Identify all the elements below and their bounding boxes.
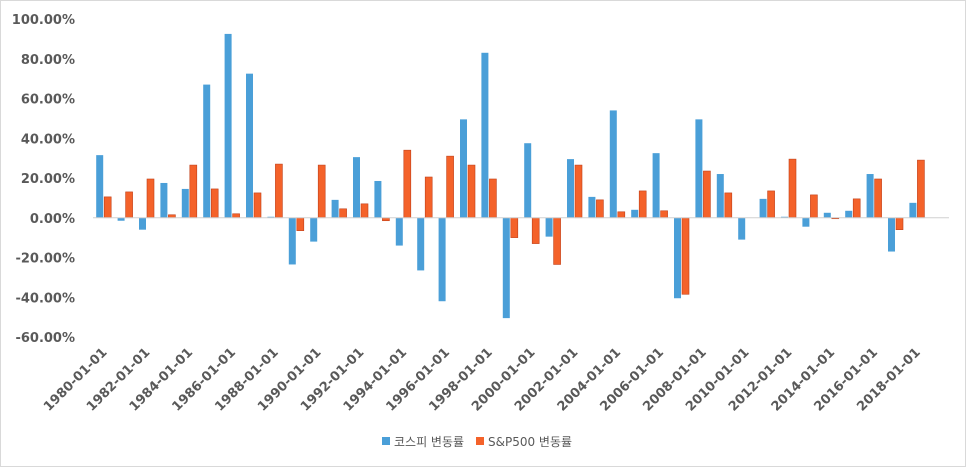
legend-label-sp500: S&P500 변동률 xyxy=(488,435,572,449)
sp500-bar-1995-01-01 xyxy=(424,176,433,219)
kospi-bar-1996-01-01 xyxy=(438,217,446,302)
bar-series-group xyxy=(96,33,925,319)
sp500-bar-1996-01-01 xyxy=(446,155,454,219)
kospi-bar-1987-01-01 xyxy=(246,73,253,218)
sp500-bar-2016-01-01 xyxy=(874,178,882,219)
kospi-bar-1982-01-01 xyxy=(139,217,146,230)
y-tick-label: -60.00% xyxy=(15,331,75,346)
sp500-bar-2004-01-01 xyxy=(617,211,626,219)
kospi-bar-2016-01-01 xyxy=(866,174,874,218)
kospi-bar-1999-01-01 xyxy=(502,217,510,319)
kospi-bar-1993-01-01 xyxy=(374,180,382,218)
sp500-bar-2018-01-01 xyxy=(917,159,925,219)
sp500-bar-1991-01-01 xyxy=(339,208,347,219)
y-tick-label: 80.00% xyxy=(21,53,75,68)
sp500-bar-2000-01-01 xyxy=(531,217,540,244)
sp500-bar-2012-01-01 xyxy=(788,158,797,219)
sp500-bar-1986-01-01 xyxy=(232,213,240,219)
sp500-bar-2002-01-01 xyxy=(574,164,583,219)
sp500-bar-1994-01-01 xyxy=(403,149,412,219)
y-tick-label: 40.00% xyxy=(21,132,75,147)
sp500-bar-2008-01-01 xyxy=(703,170,711,219)
sp500-bar-1999-01-01 xyxy=(510,217,519,238)
sp500-bar-2009-01-01 xyxy=(724,192,733,219)
kospi-bar-1997-01-01 xyxy=(460,119,467,218)
legend-swatch-sp500 xyxy=(476,437,484,445)
kospi-bar-1994-01-01 xyxy=(395,217,403,246)
kospi-bar-1990-01-01 xyxy=(310,217,318,242)
kospi-bar-2003-01-01 xyxy=(588,196,596,218)
kospi-bar-2007-01-01 xyxy=(674,217,681,299)
kospi-bar-2017-01-01 xyxy=(888,217,895,252)
kospi-bar-2001-01-01 xyxy=(545,217,553,237)
sp500-bar-2001-01-01 xyxy=(553,217,561,265)
kospi-bar-2014-01-01 xyxy=(823,212,831,218)
kospi-bar-2010-01-01 xyxy=(738,217,746,240)
kospi-bar-1985-01-01 xyxy=(203,84,211,218)
sp500-bar-2003-01-01 xyxy=(596,199,604,219)
kospi-bar-1980-01-01 xyxy=(96,155,104,218)
x-axis-ticks: 1980-01-011982-01-011984-01-011986-01-01… xyxy=(41,345,924,414)
sp500-bar-1980-01-01 xyxy=(103,196,112,219)
sp500-bar-2017-01-01 xyxy=(895,217,904,230)
sp500-bar-2011-01-01 xyxy=(767,190,775,219)
kospi-bar-2002-01-01 xyxy=(567,159,574,218)
sp500-bar-2005-01-01 xyxy=(638,190,647,219)
sp500-bar-1998-01-01 xyxy=(489,178,497,219)
sp500-bar-1984-01-01 xyxy=(189,164,198,219)
y-tick-label: -20.00% xyxy=(15,252,75,267)
sp500-bar-1997-01-01 xyxy=(467,164,476,219)
kospi-bar-2015-01-01 xyxy=(845,210,853,218)
sp500-bar-2013-01-01 xyxy=(810,194,818,219)
kospi-bar-1991-01-01 xyxy=(331,199,339,218)
kospi-bar-1989-01-01 xyxy=(288,217,296,265)
kospi-bar-1998-01-01 xyxy=(481,52,489,218)
kospi-bar-2008-01-01 xyxy=(695,119,703,218)
kospi-bar-2018-01-01 xyxy=(909,202,917,218)
kospi-bar-2009-01-01 xyxy=(716,174,724,218)
sp500-bar-1981-01-01 xyxy=(125,191,133,219)
y-tick-label: -40.00% xyxy=(15,291,75,306)
sp500-bar-1982-01-01 xyxy=(146,178,155,219)
sp500-bar-1987-01-01 xyxy=(253,192,262,219)
kospi-bar-2004-01-01 xyxy=(609,110,617,218)
kospi-bar-2000-01-01 xyxy=(524,143,532,218)
y-tick-label: 20.00% xyxy=(21,172,75,187)
legend-label-kospi: 코스피 변동률 xyxy=(394,435,464,449)
sp500-bar-1988-01-01 xyxy=(275,163,283,219)
sp500-bar-1989-01-01 xyxy=(296,217,305,231)
kospi-bar-2006-01-01 xyxy=(652,153,660,218)
kospi-bar-2011-01-01 xyxy=(759,198,767,218)
y-tick-label: 100.00% xyxy=(12,13,75,28)
kospi-bar-2013-01-01 xyxy=(802,217,810,227)
kospi-bar-2005-01-01 xyxy=(631,209,639,218)
y-axis-ticks: -60.00% -40.00% -20.00% 0.00% 20.00% 40.00% 60… xyxy=(12,13,75,346)
legend-swatch-kospi xyxy=(382,437,390,445)
kospi-bar-1995-01-01 xyxy=(417,217,425,271)
sp500-bar-2006-01-01 xyxy=(660,210,668,219)
sp500-bar-1985-01-01 xyxy=(210,188,219,219)
sp500-bar-2007-01-01 xyxy=(681,217,690,295)
sp500-bar-1990-01-01 xyxy=(317,164,326,219)
sp500-bar-2015-01-01 xyxy=(852,198,861,219)
kospi-bar-1992-01-01 xyxy=(353,157,360,218)
sp500-bar-1992-01-01 xyxy=(360,203,369,219)
legend: 코스피 변동률 S&P500 변동률 xyxy=(382,435,572,449)
kospi-bar-1984-01-01 xyxy=(181,188,189,218)
kospi-bar-1981-01-01 xyxy=(117,217,125,221)
y-tick-label: 60.00% xyxy=(21,93,75,108)
y-tick-label: 0.00% xyxy=(30,212,75,227)
kospi-bar-1986-01-01 xyxy=(224,33,232,218)
kospi-bar-1983-01-01 xyxy=(160,182,168,218)
